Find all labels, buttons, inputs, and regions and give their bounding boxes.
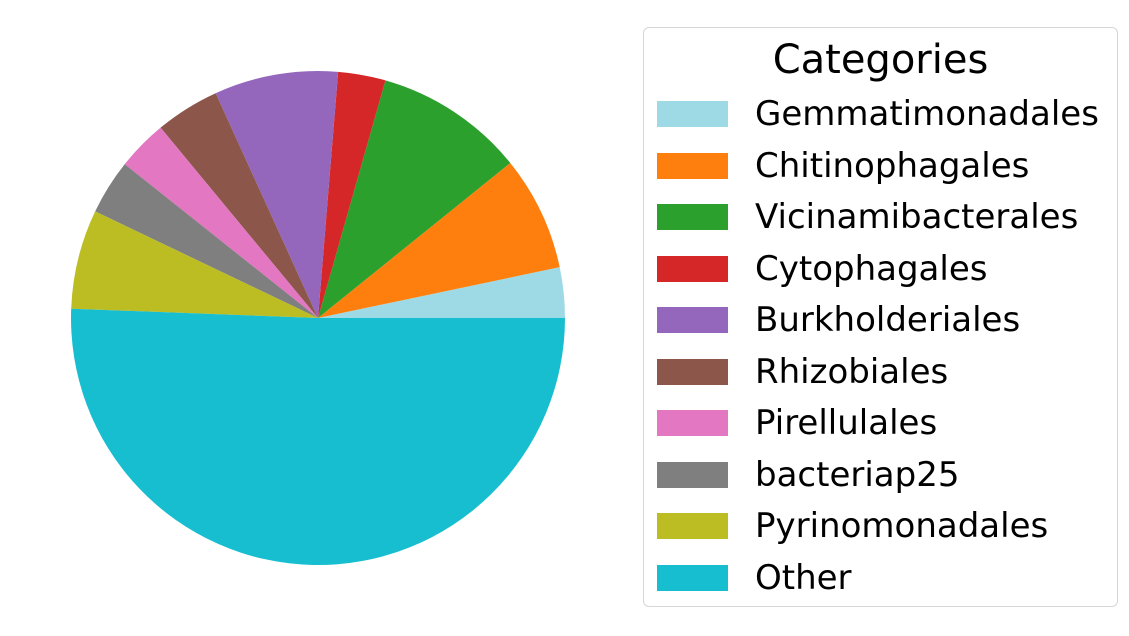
legend-label: Burkholderiales xyxy=(755,300,1021,340)
pie-slice-other xyxy=(70,308,565,566)
legend-label: Chitinophagales xyxy=(755,145,1030,186)
pie-slice-vicinamibacterales xyxy=(318,80,511,318)
legend-title: Categories xyxy=(772,37,989,83)
pie-slice-chitinophagales xyxy=(318,162,560,318)
legend-swatch xyxy=(657,255,728,282)
legend-swatch xyxy=(657,307,728,333)
legend-label: Rhizobiales xyxy=(755,351,949,392)
pie-slice-bacteriap25 xyxy=(95,164,318,318)
pie-slices xyxy=(70,71,565,566)
legend-swatch xyxy=(657,101,728,127)
pie-slice-pyrinomonadales xyxy=(71,211,318,318)
legend-label: bacteriap25 xyxy=(755,454,960,495)
legend-item: Vicinamibacterales xyxy=(657,197,1078,237)
legend-label: Cytophagales xyxy=(755,248,988,289)
legend-item: Pirellulales xyxy=(657,403,937,443)
legend-item: Gemmatimonadales xyxy=(657,94,1099,134)
legend-label: Other xyxy=(755,557,852,598)
legend-item: Burkholderiales xyxy=(657,300,1020,340)
pie-slice-cytophagales xyxy=(318,71,386,318)
legend-item: Rhizobiales xyxy=(657,352,948,392)
legend-label: Vicinamibacterales xyxy=(755,197,1079,237)
legend-swatch xyxy=(657,152,728,179)
legend-swatch xyxy=(657,513,728,539)
legend-swatch xyxy=(657,410,728,436)
pie-slice-gemmatimonadales xyxy=(318,267,565,318)
legend-item: bacteriap25 xyxy=(657,455,959,495)
legend: Categories Gemmatimonadales Chitinophagal… xyxy=(643,27,1118,607)
legend-item: Other xyxy=(657,558,852,598)
legend-label: Pirellulales xyxy=(755,403,938,443)
legend-swatch xyxy=(657,564,728,591)
legend-item: Chitinophagales xyxy=(657,146,1029,186)
legend-item: Pyrinomonadales xyxy=(657,506,1048,546)
legend-label: Gemmatimonadales xyxy=(755,94,1099,134)
legend-item: Cytophagales xyxy=(657,249,987,289)
pie-slice-burkholderiales xyxy=(215,71,339,318)
pie-slice-pirellulales xyxy=(124,127,318,318)
legend-swatch xyxy=(657,358,728,385)
legend-label: Pyrinomonadales xyxy=(755,506,1049,546)
pie-slice-rhizobiales xyxy=(160,93,318,318)
legend-swatch xyxy=(657,204,728,230)
legend-swatch xyxy=(657,461,728,488)
